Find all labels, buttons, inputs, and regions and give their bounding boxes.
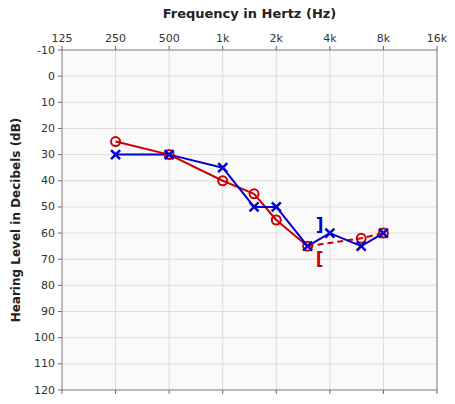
marker-x bbox=[357, 242, 366, 251]
tick-mark bbox=[437, 46, 438, 50]
tick-mark bbox=[437, 390, 438, 394]
grid-line bbox=[62, 102, 437, 103]
annotation: [ bbox=[316, 249, 324, 269]
marker-circle bbox=[379, 229, 388, 238]
grid-line bbox=[383, 50, 384, 390]
tick-mark bbox=[329, 46, 330, 50]
tick-label: -10 bbox=[37, 44, 55, 57]
grid-line bbox=[62, 180, 437, 181]
y-axis-label: Hearing Level in Decibels (dB) bbox=[9, 118, 23, 323]
tick-mark bbox=[383, 390, 384, 394]
tick-mark bbox=[62, 46, 63, 50]
grid-line bbox=[62, 206, 437, 207]
marker-x bbox=[303, 242, 312, 251]
tick-mark bbox=[58, 128, 62, 129]
chart: -10 0 10 20 30 40 50 60 70 80 90 100 110 120 125 250 500… bbox=[0, 0, 455, 404]
plot-frame bbox=[62, 50, 437, 390]
grid-line bbox=[222, 50, 223, 390]
marker-circle bbox=[218, 176, 227, 185]
grid-line bbox=[62, 311, 437, 312]
tick-mark bbox=[58, 363, 62, 364]
tick-label: 40 bbox=[41, 174, 55, 187]
tick-mark bbox=[276, 46, 277, 50]
data bbox=[111, 137, 388, 251]
tick-label: 50 bbox=[41, 200, 55, 213]
tick-label: 500 bbox=[159, 32, 180, 45]
tick-label: 100 bbox=[34, 331, 55, 344]
tick-label: 90 bbox=[41, 305, 55, 318]
tick-label: 1k bbox=[216, 32, 230, 45]
title: Frequency in Hertz (Hz) bbox=[163, 6, 337, 21]
marker-circle bbox=[303, 242, 312, 251]
tick-label: 16k bbox=[427, 32, 448, 45]
tick-mark bbox=[222, 390, 223, 394]
tick-mark bbox=[329, 390, 330, 394]
grid bbox=[62, 50, 437, 390]
tick-label: 2k bbox=[270, 32, 284, 45]
line bbox=[116, 142, 308, 247]
grid-line bbox=[329, 50, 330, 390]
grid-line bbox=[62, 285, 437, 286]
marker-x bbox=[165, 150, 174, 159]
tick-label: 80 bbox=[41, 279, 55, 292]
marker-x bbox=[250, 202, 259, 211]
tick-mark bbox=[58, 311, 62, 312]
tick-mark bbox=[58, 206, 62, 207]
tick-mark bbox=[58, 233, 62, 234]
tick-mark bbox=[383, 46, 384, 50]
line bbox=[116, 155, 308, 247]
tick-mark bbox=[58, 390, 62, 391]
tick-label: 8k bbox=[377, 32, 391, 45]
tick-label: 125 bbox=[52, 32, 73, 45]
marker-circle bbox=[272, 216, 281, 225]
marker-circle bbox=[250, 189, 259, 198]
tick-mark bbox=[58, 154, 62, 155]
tick-mark bbox=[58, 50, 62, 51]
tick-mark bbox=[169, 390, 170, 394]
grid-line bbox=[169, 50, 170, 390]
marker-x bbox=[111, 150, 120, 159]
plot-background bbox=[62, 50, 437, 390]
marker-x bbox=[379, 229, 388, 238]
tick-mark bbox=[58, 337, 62, 338]
tick-label: 120 bbox=[34, 384, 55, 397]
grid-line bbox=[62, 363, 437, 364]
grid-line bbox=[62, 76, 437, 77]
tick-mark bbox=[115, 390, 116, 394]
axes: -10 0 10 20 30 40 50 60 70 80 90 100 110 120 125 250 500… bbox=[34, 32, 448, 397]
marker-circle bbox=[111, 137, 120, 146]
tick-label: 10 bbox=[41, 96, 55, 109]
grid-line bbox=[62, 337, 437, 338]
tick-mark bbox=[62, 390, 63, 394]
tick-label: 20 bbox=[41, 122, 55, 135]
marker-x bbox=[218, 163, 227, 172]
tick-mark bbox=[58, 180, 62, 181]
marker-x bbox=[272, 202, 281, 211]
grid-line bbox=[62, 259, 437, 260]
tick-mark bbox=[115, 46, 116, 50]
grid-line bbox=[62, 128, 437, 129]
marker-circle bbox=[165, 150, 174, 159]
tick-label: 30 bbox=[41, 148, 55, 161]
tick-label: 250 bbox=[105, 32, 126, 45]
tick-mark bbox=[276, 390, 277, 394]
tick-mark bbox=[58, 76, 62, 77]
tick-mark bbox=[222, 46, 223, 50]
grid-line bbox=[115, 50, 116, 390]
annotation: ] bbox=[316, 215, 324, 235]
tick-mark bbox=[58, 259, 62, 260]
tick-label: 110 bbox=[34, 357, 55, 370]
tick-mark bbox=[58, 285, 62, 286]
annotations: ][ bbox=[316, 215, 324, 269]
tick-label: 0 bbox=[48, 70, 55, 83]
tick-mark bbox=[58, 102, 62, 103]
marker-x bbox=[325, 229, 334, 238]
tick-label: 4k bbox=[323, 32, 337, 45]
tick-label: 60 bbox=[41, 227, 55, 240]
tick-mark bbox=[169, 46, 170, 50]
tick-label: 70 bbox=[41, 253, 55, 266]
